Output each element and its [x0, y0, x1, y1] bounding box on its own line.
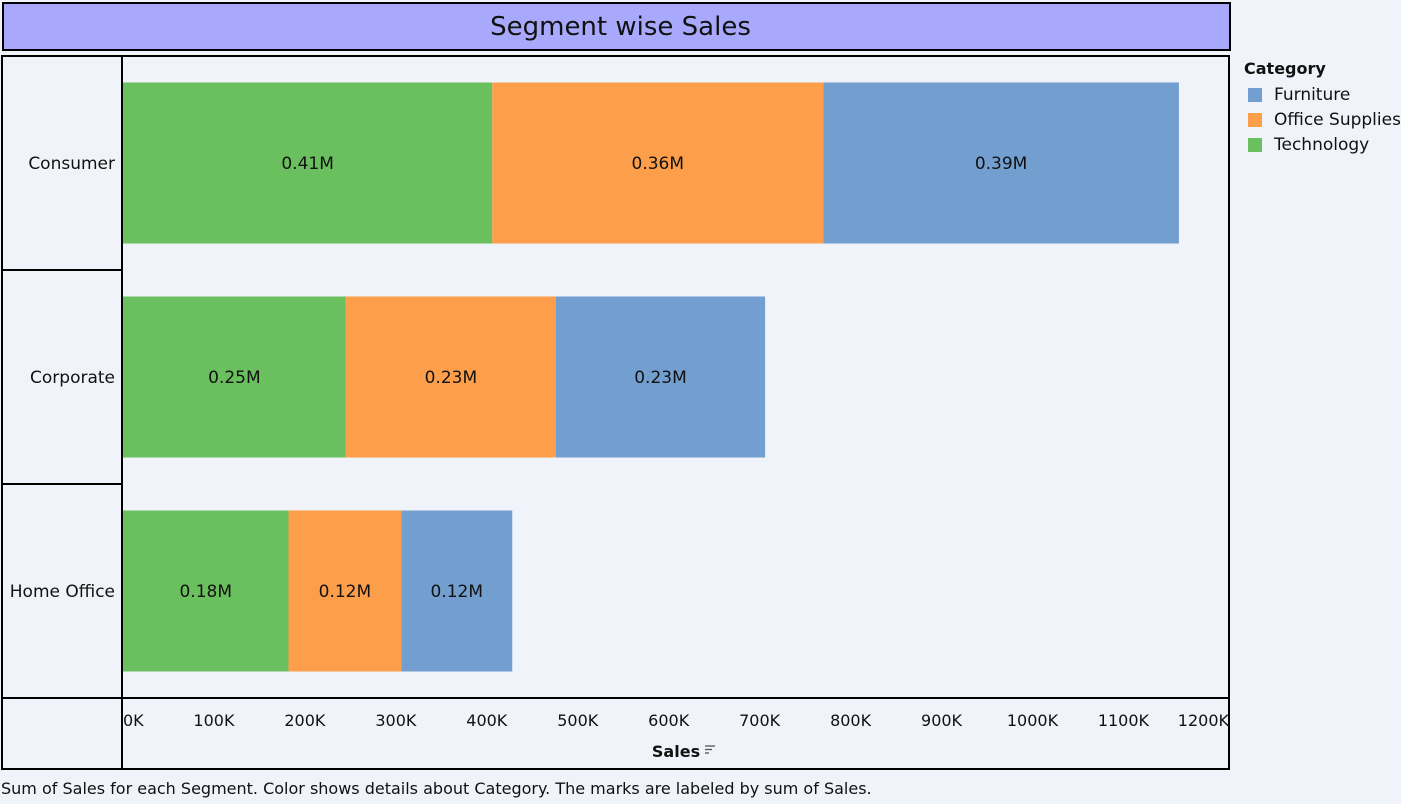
x-tick-label-900k: 900K — [921, 711, 963, 730]
bar-label-home-office-technology: 0.18M — [179, 582, 232, 602]
x-tick-label-1100k: 1100K — [1098, 711, 1150, 730]
chart-border — [1, 55, 1230, 770]
legend-item-technology[interactable]: Technology — [1244, 132, 1399, 157]
bar-corporate-office-supplies[interactable] — [345, 296, 556, 458]
stacked-bar-chart: 0.41M 0.36M 0.39M 0.25M 0.23M 0.23M 0.18M 0.12M… — [1, 55, 1230, 770]
segment-label-home-office: Home Office — [10, 582, 115, 602]
x-tick-label-300k: 300K — [375, 711, 417, 730]
bar-label-home-office-office-supplies: 0.12M — [319, 582, 372, 602]
bar-home-office-office-supplies[interactable] — [288, 510, 402, 672]
x-tick-label-1200k: 1200K — [1178, 711, 1230, 730]
bar-corporate-furniture[interactable] — [555, 296, 766, 458]
bar-label-home-office-furniture: 0.12M — [431, 582, 484, 602]
bar-label-consumer-office-supplies: 0.36M — [632, 154, 685, 174]
x-tick-label-0k: 0K — [123, 711, 144, 730]
legend-label-office-supplies: Office Supplies — [1274, 109, 1401, 130]
sort-icon[interactable] — [705, 745, 715, 754]
x-tick-label-400k: 400K — [466, 711, 508, 730]
bar-label-corporate-technology: 0.25M — [208, 368, 261, 388]
bar-consumer-technology[interactable] — [123, 82, 493, 244]
bar-corporate-technology[interactable] — [123, 296, 346, 458]
segment-label-corporate: Corporate — [30, 368, 115, 388]
bar-label-corporate-furniture: 0.23M — [634, 368, 687, 388]
chart-title-bar: Segment wise Sales — [2, 2, 1231, 51]
legend: Category Furniture Office Supplies Techn… — [1244, 59, 1401, 157]
chart-frame — [1, 55, 1230, 770]
segment-labels-layer: Consumer Corporate Home Office — [10, 154, 115, 602]
bar-consumer-office-supplies[interactable] — [492, 82, 824, 244]
x-axis-title: Sales — [652, 742, 700, 761]
chart-caption: Sum of Sales for each Segment. Color sho… — [1, 779, 872, 798]
legend-label-furniture: Furniture — [1274, 84, 1351, 105]
segment-label-consumer: Consumer — [28, 154, 115, 174]
bar-label-consumer-technology: 0.41M — [281, 154, 334, 174]
x-tick-label-600k: 600K — [648, 711, 690, 730]
bars-layer — [123, 82, 1179, 672]
x-axis-ticks-layer: 0K 100K 200K 300K 400K 500K 600K 700K 800K 900K 10… — [123, 711, 1230, 730]
legend-item-furniture[interactable]: Furniture — [1244, 82, 1399, 107]
chart-title: Segment wise Sales — [490, 11, 751, 42]
x-tick-label-700k: 700K — [739, 711, 781, 730]
bar-consumer-furniture[interactable] — [823, 82, 1179, 244]
legend-swatch-technology — [1248, 137, 1262, 152]
x-tick-label-800k: 800K — [830, 711, 872, 730]
bar-home-office-technology[interactable] — [123, 510, 289, 672]
x-tick-label-100k: 100K — [193, 711, 235, 730]
x-tick-label-200k: 200K — [284, 711, 326, 730]
x-axis-title-group: Sales — [652, 742, 715, 761]
bar-labels-layer: 0.41M 0.36M 0.39M 0.25M 0.23M 0.23M 0.18M 0.12M… — [179, 154, 1027, 602]
legend-swatch-furniture — [1248, 87, 1262, 102]
legend-label-technology: Technology — [1274, 134, 1370, 155]
x-tick-label-1000k: 1000K — [1007, 711, 1059, 730]
x-tick-label-500k: 500K — [557, 711, 599, 730]
bar-home-office-furniture[interactable] — [401, 510, 513, 672]
legend-item-office-supplies[interactable]: Office Supplies — [1244, 107, 1401, 132]
bar-label-corporate-office-supplies: 0.23M — [425, 368, 478, 388]
legend-title: Category — [1244, 59, 1326, 78]
bar-label-consumer-furniture: 0.39M — [975, 154, 1028, 174]
legend-swatch-office-supplies — [1248, 112, 1262, 127]
